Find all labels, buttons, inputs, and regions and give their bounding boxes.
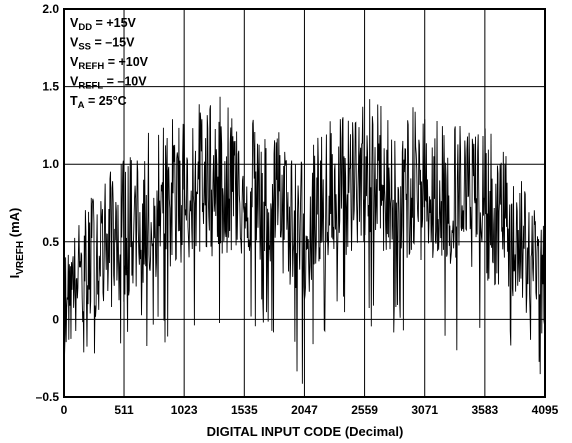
y-axis-label-sub: VREFH bbox=[15, 241, 26, 275]
x-axis-label: DIGITAL INPUT CODE (Decimal) bbox=[207, 424, 404, 439]
annotation-layer: VDD = +15V VSS = –15V VREFH = +10V VREFL = … bbox=[70, 16, 149, 111]
x-tick-label: 3583 bbox=[472, 403, 499, 417]
y-axis-label-unit: (mA) bbox=[7, 208, 22, 241]
y-tick-label: –0.5 bbox=[36, 390, 60, 404]
data-layer bbox=[63, 96, 546, 384]
condition-annotation: VREFL = –10V bbox=[70, 75, 147, 92]
y-tick-label: 0.5 bbox=[42, 235, 59, 249]
tick-layer: 0 511 1023 1535 2047 2559 3071 3583 4095–0.500.5… bbox=[36, 2, 559, 417]
x-tick-label: 1023 bbox=[171, 403, 198, 417]
y-tick-label: 2.0 bbox=[42, 2, 59, 16]
condition-annotation: TA = 25°C bbox=[70, 94, 127, 111]
x-tick-label: 0 bbox=[61, 403, 68, 417]
y-axis-label: IVREFH (mA) bbox=[7, 208, 26, 279]
x-tick-label: 4095 bbox=[532, 403, 559, 417]
condition-annotation: VDD = +15V bbox=[70, 16, 137, 33]
series-trace bbox=[63, 96, 546, 384]
x-tick-label: 2047 bbox=[291, 403, 318, 417]
x-tick-label: 2559 bbox=[351, 403, 378, 417]
x-tick-label: 3071 bbox=[411, 403, 438, 417]
y-tick-label: 1.5 bbox=[42, 80, 59, 94]
y-tick-label: 1.0 bbox=[42, 157, 59, 171]
y-axis-label-main: I bbox=[7, 275, 22, 279]
y-tick-label: 0 bbox=[52, 312, 59, 326]
x-tick-label: 511 bbox=[114, 403, 134, 417]
condition-annotation: VREFH = +10V bbox=[70, 55, 149, 72]
x-tick-label: 1535 bbox=[231, 403, 258, 417]
condition-annotation: VSS = –15V bbox=[70, 36, 135, 53]
plot-frame bbox=[63, 8, 546, 398]
